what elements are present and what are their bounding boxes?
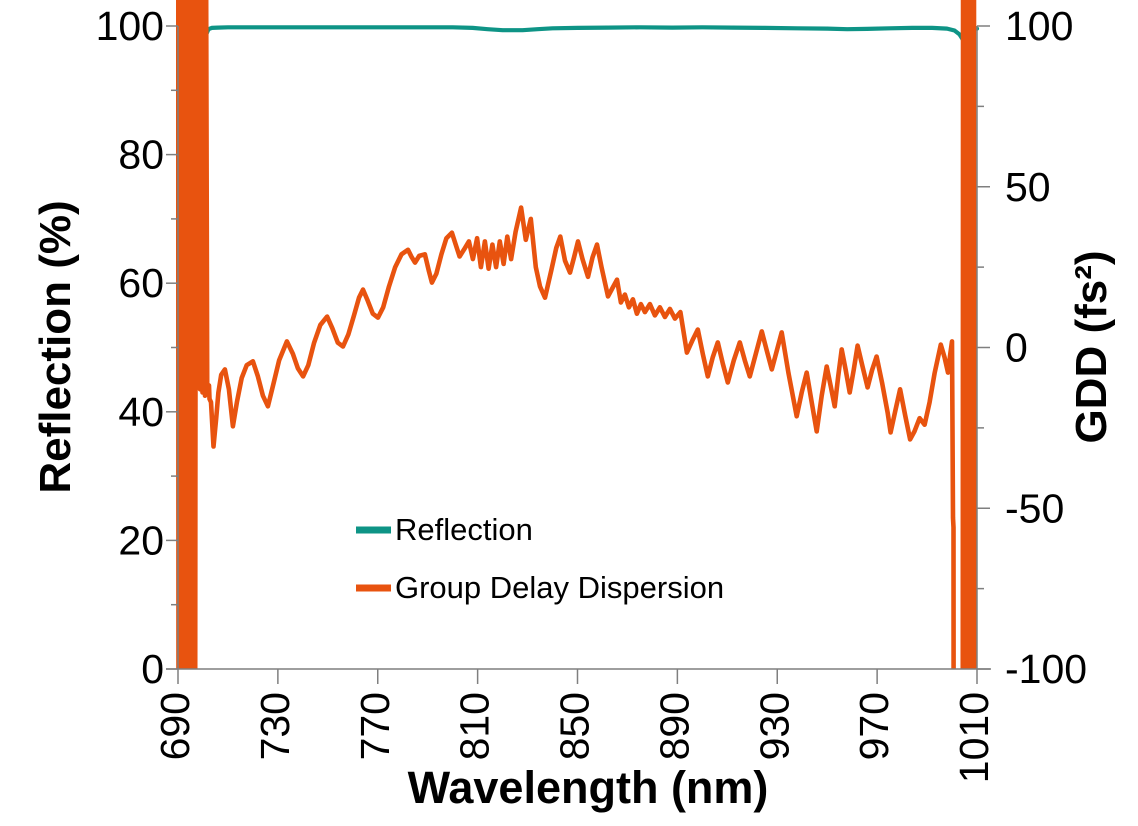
legend: Reflection Group Delay Dispersion xyxy=(356,512,724,605)
y-right-tick-label: -100 xyxy=(1005,646,1087,692)
series-lines xyxy=(176,0,980,670)
y-right-tick-label: 100 xyxy=(1005,3,1073,49)
x-tick-label: 850 xyxy=(552,692,598,760)
y-right-tick-label: 0 xyxy=(1005,325,1028,371)
x-tick-label: 1010 xyxy=(951,692,997,783)
y-left-ticks: 0 20 40 60 80 100 xyxy=(96,3,178,692)
right-axis-title: GDD (fs²) xyxy=(1067,250,1116,443)
x-tick-label: 690 xyxy=(152,692,198,760)
y-left-tick-label: 20 xyxy=(118,517,164,563)
y-left-tick-label: 100 xyxy=(96,3,164,49)
y-left-tick-label: 80 xyxy=(118,132,164,178)
y-right-tick-label: 50 xyxy=(1005,164,1051,210)
x-tick-label: 770 xyxy=(352,692,398,760)
gdd-line xyxy=(176,0,977,670)
x-axis-title: Wavelength (nm) xyxy=(408,762,769,813)
left-axis-title: Reflection (%) xyxy=(31,200,80,493)
x-tick-label: 810 xyxy=(452,692,498,760)
legend-gdd-label: Group Delay Dispersion xyxy=(395,570,724,605)
x-tick-label: 930 xyxy=(751,692,797,760)
y-right-tick-label: -50 xyxy=(1005,485,1064,531)
x-tick-label: 970 xyxy=(851,692,897,760)
legend-reflection-label: Reflection xyxy=(395,512,533,547)
y-left-tick-label: 40 xyxy=(118,389,164,435)
x-tick-label: 730 xyxy=(252,692,298,760)
y-right-ticks: -100 -50 0 50 100 xyxy=(977,3,1087,692)
x-axis-ticks: 690 730 770 810 850 890 930 970 1010 xyxy=(152,669,997,783)
y-left-tick-label: 60 xyxy=(118,260,164,306)
y-left-tick-label: 0 xyxy=(141,646,164,692)
x-tick-label: 890 xyxy=(651,692,697,760)
